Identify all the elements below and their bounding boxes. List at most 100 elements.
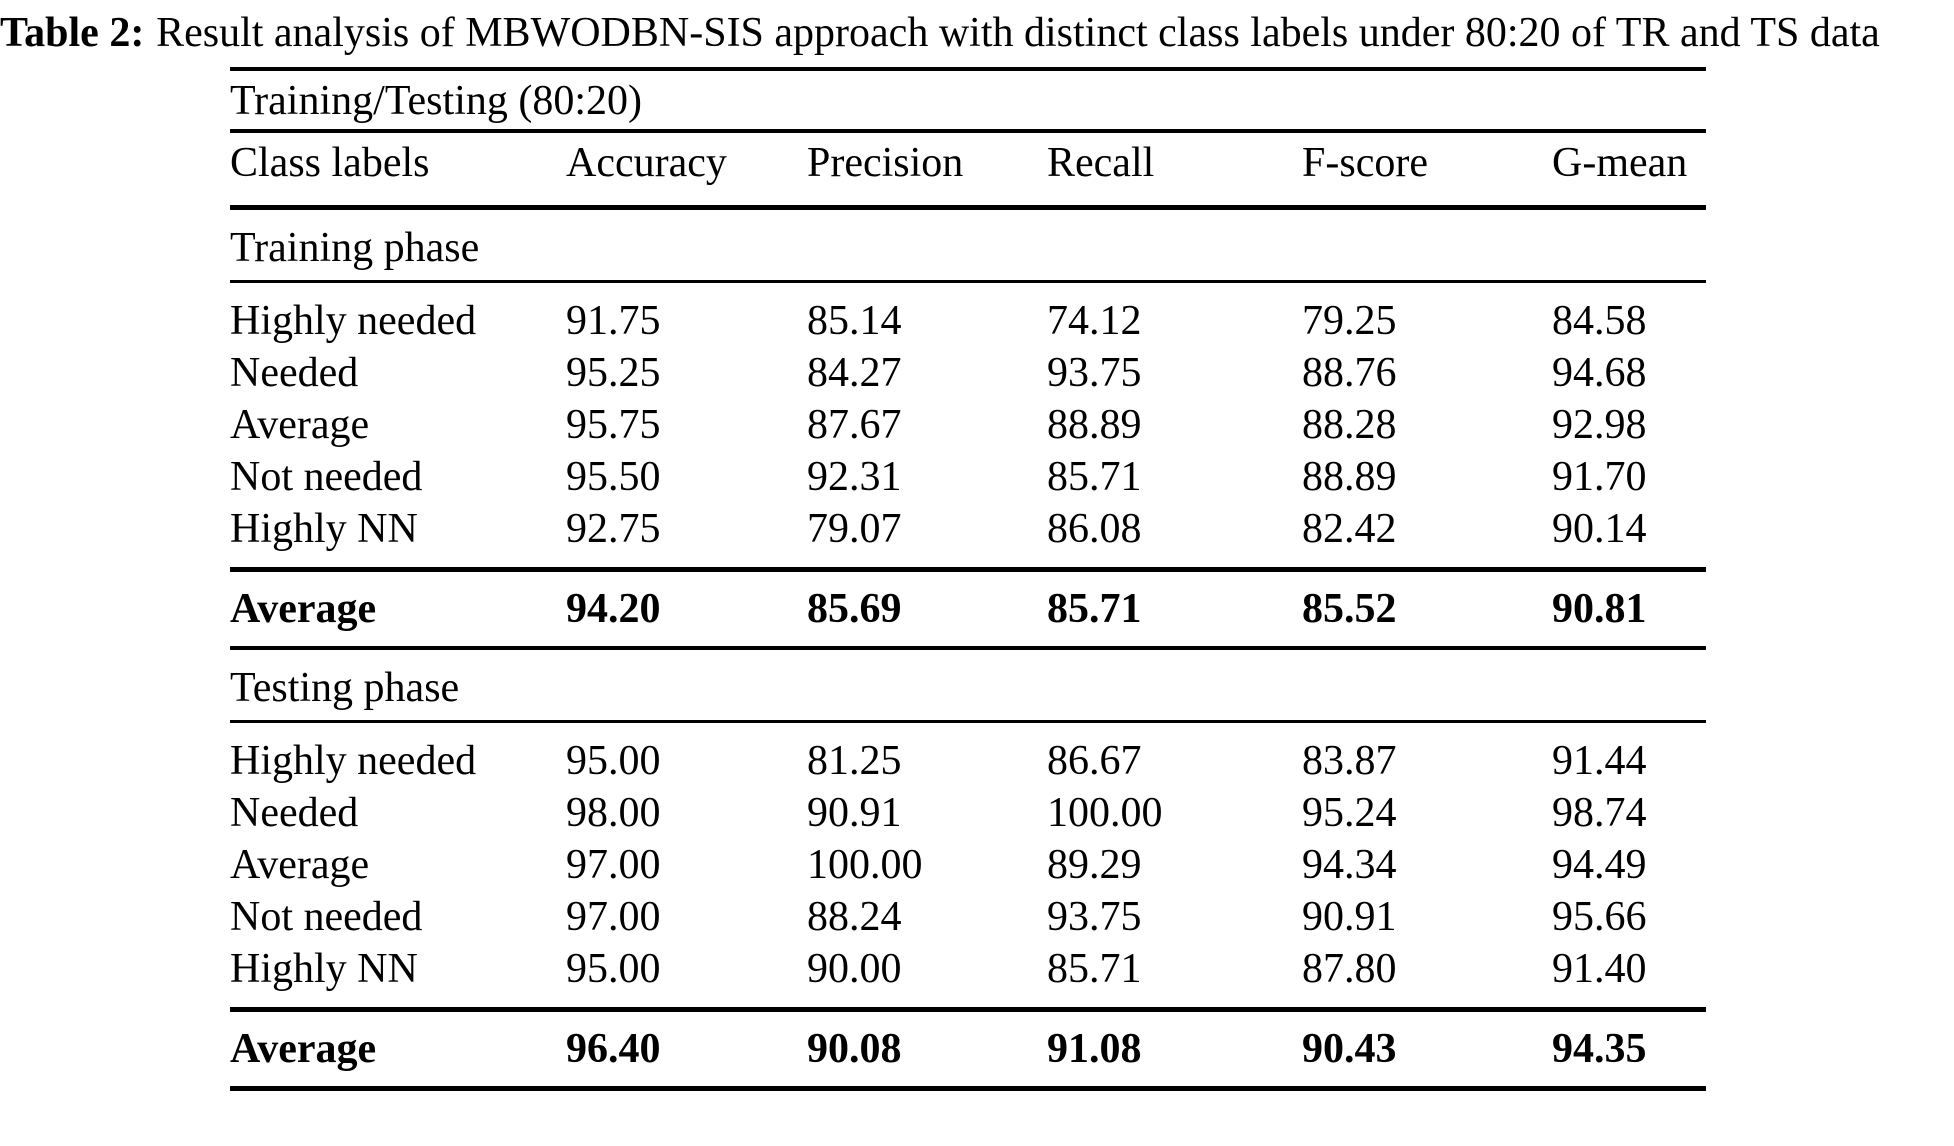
table-row: Needed 95.25 84.27 93.75 88.76 94.68: [230, 347, 1706, 399]
table-rule: [230, 280, 1706, 283]
caption-label: Table 2:: [0, 10, 145, 56]
metric-value: 95.00: [566, 738, 661, 784]
metric-value: 88.28: [1302, 402, 1397, 448]
metric-value: 90.43: [1302, 1027, 1397, 1071]
table-rule: [230, 567, 1706, 572]
section-title-training-phase: Training phase: [230, 225, 480, 271]
metric-value: 85.52: [1302, 587, 1397, 631]
row-label: Needed: [230, 790, 359, 836]
row-label: Average: [230, 587, 377, 631]
metric-value: 94.68: [1552, 350, 1647, 396]
table-row: Highly NN 95.00 90.00 85.71 87.80 91.40: [230, 943, 1706, 995]
metric-value: 92.31: [807, 454, 902, 500]
metric-value: 90.14: [1552, 506, 1647, 552]
metric-value: 94.20: [566, 587, 661, 631]
metric-value: 95.66: [1552, 894, 1647, 940]
table-rule: [230, 646, 1706, 650]
metric-value: 95.25: [566, 350, 661, 396]
table-rule: [230, 205, 1706, 210]
metric-value: 100.00: [807, 842, 923, 888]
metric-value: 96.40: [566, 1027, 661, 1071]
metric-value: 90.81: [1552, 587, 1647, 631]
table-row: Highly needed 91.75 85.14 74.12 79.25 84…: [230, 295, 1706, 347]
testing-rows-block: Highly needed 95.00 81.25 86.67 83.87 91…: [230, 723, 1706, 1007]
row-label: Not needed: [230, 454, 423, 500]
table-rule: [230, 129, 1706, 133]
training-average-row: Average 94.20 85.69 85.71 85.52 90.81: [230, 572, 1706, 646]
metric-value: 91.70: [1552, 454, 1647, 500]
column-header-precision: Precision: [807, 141, 964, 185]
metric-value: 84.58: [1552, 298, 1647, 344]
caption-text: Result analysis of MBWODBN-SIS approach …: [156, 10, 1880, 56]
metric-value: 79.25: [1302, 298, 1397, 344]
metric-value: 98.00: [566, 790, 661, 836]
row-label: Average: [230, 842, 370, 888]
metric-value: 88.89: [1047, 402, 1142, 448]
metric-value: 94.34: [1302, 842, 1397, 888]
metric-value: 93.75: [1047, 350, 1142, 396]
metric-value: 81.25: [807, 738, 902, 784]
testing-average-row: Average 96.40 90.08 91.08 90.43 94.35: [230, 1012, 1706, 1086]
row-label: Average: [230, 1027, 377, 1071]
column-header-g-mean: G-mean: [1552, 141, 1688, 185]
results-table: Training/Testing (80:20) Class labels Ac…: [230, 67, 1706, 1091]
metric-value: 93.75: [1047, 894, 1142, 940]
metric-value: 95.75: [566, 402, 661, 448]
column-header-accuracy: Accuracy: [566, 141, 727, 185]
metric-value: 95.50: [566, 454, 661, 500]
metric-value: 85.71: [1047, 946, 1142, 992]
metric-value: 85.71: [1047, 587, 1142, 631]
table-row: Needed 98.00 90.91 100.00 95.24 98.74: [230, 787, 1706, 839]
metric-value: 86.67: [1047, 738, 1142, 784]
table-rule: [230, 1007, 1706, 1012]
metric-value: 88.76: [1302, 350, 1397, 396]
table-rule: [230, 720, 1706, 723]
metric-value: 84.27: [807, 350, 902, 396]
metric-value: 89.29: [1047, 842, 1142, 888]
metric-value: 86.08: [1047, 506, 1142, 552]
metric-value: 91.75: [566, 298, 661, 344]
table-row: Average 95.75 87.67 88.89 88.28 92.98: [230, 399, 1706, 451]
table-row: Highly NN 92.75 79.07 86.08 82.42 90.14: [230, 503, 1706, 555]
metric-value: 88.89: [1302, 454, 1397, 500]
metric-value: 91.08: [1047, 1027, 1142, 1071]
row-label: Highly needed: [230, 298, 477, 344]
metric-value: 85.71: [1047, 454, 1142, 500]
metric-value: 82.42: [1302, 506, 1397, 552]
metric-value: 90.08: [807, 1027, 902, 1071]
row-label: Highly needed: [230, 738, 477, 784]
metric-value: 98.74: [1552, 790, 1647, 836]
metric-value: 94.49: [1552, 842, 1647, 888]
metric-value: 95.00: [566, 946, 661, 992]
metric-value: 97.00: [566, 894, 661, 940]
metric-value: 92.98: [1552, 402, 1647, 448]
table-caption: Table 2: Result analysis of MBWODBN-SIS a…: [0, 0, 1954, 61]
row-label: Needed: [230, 350, 359, 396]
metric-value: 90.91: [1302, 894, 1397, 940]
row-label: Highly NN: [230, 506, 418, 552]
row-label: Highly NN: [230, 946, 418, 992]
table-row: Average 97.00 100.00 89.29 94.34 94.49: [230, 839, 1706, 891]
table-row: Not needed 97.00 88.24 93.75 90.91 95.66: [230, 891, 1706, 943]
metric-value: 74.12: [1047, 298, 1142, 344]
table-group-header: Training/Testing (80:20): [230, 78, 643, 124]
table-rule-top: [230, 67, 1706, 71]
metric-value: 97.00: [566, 842, 661, 888]
row-label: Not needed: [230, 894, 423, 940]
metric-value: 91.44: [1552, 738, 1647, 784]
metric-value: 90.91: [807, 790, 902, 836]
section-title-testing-phase: Testing phase: [230, 665, 460, 711]
metric-value: 88.24: [807, 894, 902, 940]
training-rows-block: Highly needed 91.75 85.14 74.12 79.25 84…: [230, 283, 1706, 567]
metric-value: 100.00: [1047, 790, 1163, 836]
metric-value: 87.80: [1302, 946, 1397, 992]
row-label: Average: [230, 402, 370, 448]
metric-value: 85.69: [807, 587, 902, 631]
table-row: Not needed 95.50 92.31 85.71 88.89 91.70: [230, 451, 1706, 503]
metric-value: 79.07: [807, 506, 902, 552]
metric-value: 91.40: [1552, 946, 1647, 992]
column-header-class-labels: Class labels: [230, 141, 430, 185]
column-header-recall: Recall: [1047, 141, 1155, 185]
metric-value: 94.35: [1552, 1027, 1647, 1071]
